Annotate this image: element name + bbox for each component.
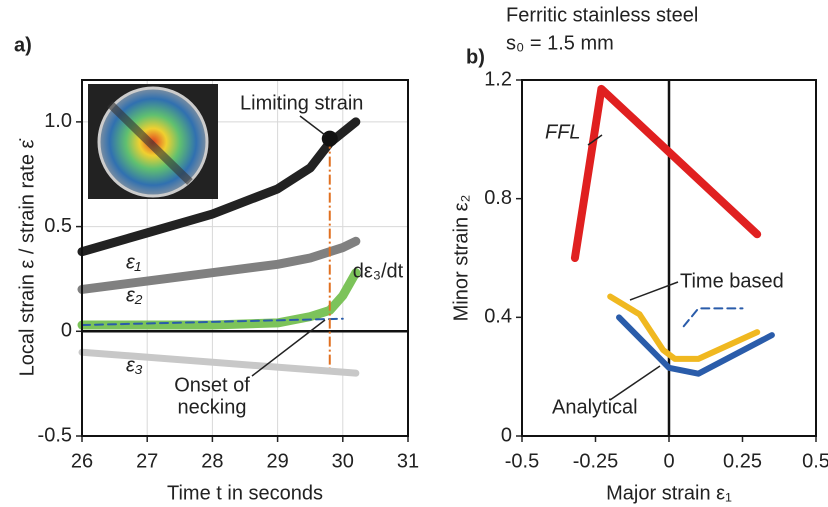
x-tick-label: 30 [332,450,354,472]
y-tick-label: 0.8 [484,187,512,209]
leader-line [629,281,679,301]
annotation: necking [178,396,247,418]
annotation: ε₃ [126,354,143,376]
series-line [607,293,761,362]
x-axis-label: Time t in seconds [167,482,323,504]
series-line [78,348,360,377]
series-line [77,268,361,330]
y-tick-label: 0.4 [484,306,512,328]
series-line [77,236,361,294]
leader-line [587,134,603,146]
y-tick-label: 1.2 [484,68,512,90]
chart-title: Ferritic stainless steel [506,4,698,26]
annotation: Analytical [552,396,638,418]
x-tick-label: -0.25 [573,450,619,472]
x-tick-label: 0.5 [802,450,828,472]
x-tick-label: 31 [397,450,419,472]
x-tick-label: 27 [136,450,158,472]
x-axis-label: Major strain ε₁ [606,482,732,504]
series-line [682,307,744,328]
y-tick-label: 0 [61,320,72,342]
x-tick-label: 0 [663,450,674,472]
chart-subtitle: s₀ = 1.5 mm [506,32,614,54]
y-tick-label: 1.0 [44,110,72,132]
series-line [570,84,762,262]
x-tick-label: 26 [71,450,93,472]
annotation: Limiting strain [240,92,363,114]
plot-frame [81,79,409,437]
y-axis-label: Minor strain ε₂ [450,195,472,322]
annotation: ε₁ [126,251,141,273]
leader-line [299,115,326,136]
annotation: FFL [545,121,581,143]
series-line [616,314,775,377]
inset-photo [88,84,218,199]
panel-label: b) [466,46,485,68]
annotation: Onset of [174,374,250,396]
annotation: ε₂ [126,284,143,306]
plot-frame [521,79,817,437]
x-tick-label: 0.25 [723,450,762,472]
x-tick-label: 28 [201,450,223,472]
leader-line [251,319,326,377]
y-tick-label: 0.5 [44,215,72,237]
panel-label: a) [14,34,32,56]
limit-point [321,130,338,147]
x-tick-label: -0.5 [505,450,539,472]
annotation: Time based [680,270,784,292]
y-tick-label: -0.5 [38,424,72,446]
inset-section [107,101,193,185]
y-axis-label: Local strain ε / strain rate ε̇ [16,139,38,377]
y-tick-label: 0 [501,424,512,446]
annotation: dε₃/dt [353,260,404,282]
leader-line [609,365,661,401]
x-tick-label: 29 [266,450,288,472]
series-line [81,317,344,327]
